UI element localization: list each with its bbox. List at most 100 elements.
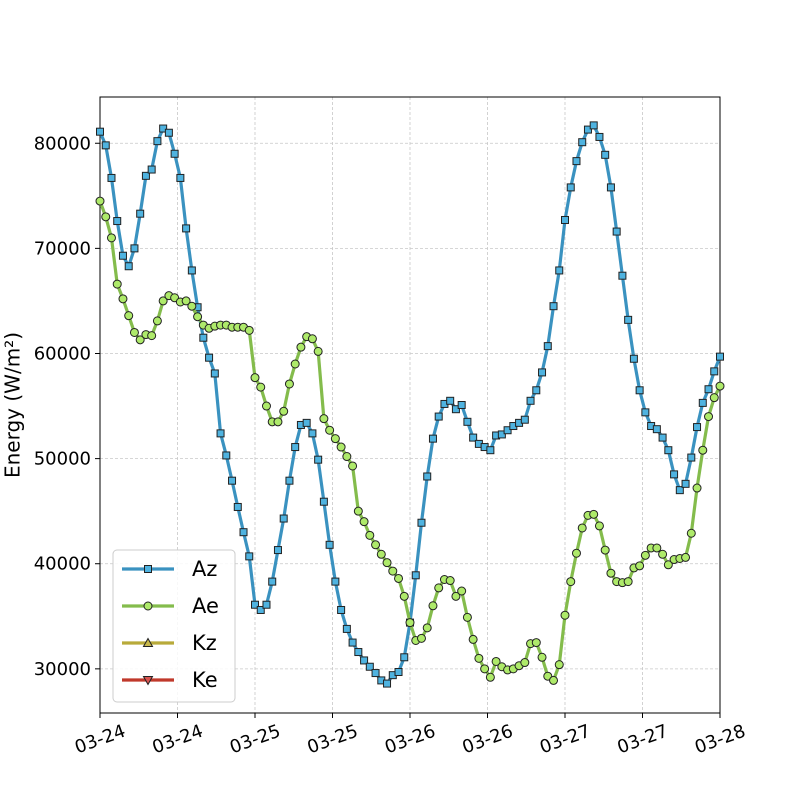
marker	[296, 342, 306, 352]
marker	[176, 173, 185, 182]
marker	[244, 325, 254, 335]
marker	[612, 227, 621, 236]
marker	[485, 672, 495, 682]
marker	[101, 141, 110, 150]
marker	[664, 446, 673, 455]
marker	[141, 171, 150, 180]
marker	[101, 212, 111, 222]
legend-label: Ae	[192, 594, 219, 618]
marker	[692, 483, 702, 493]
marker	[566, 183, 575, 192]
marker	[331, 577, 340, 586]
marker	[417, 518, 426, 527]
marker	[428, 601, 438, 611]
marker	[520, 415, 529, 424]
marker	[469, 433, 478, 442]
marker	[279, 406, 289, 416]
marker	[572, 157, 581, 166]
marker	[124, 311, 134, 321]
marker	[497, 430, 506, 439]
marker	[532, 386, 541, 395]
marker	[205, 353, 214, 362]
marker	[314, 455, 323, 464]
marker	[594, 521, 604, 531]
marker	[566, 577, 576, 587]
marker	[600, 545, 610, 555]
marker	[107, 173, 116, 182]
marker	[256, 605, 265, 614]
marker	[675, 486, 684, 495]
marker	[142, 676, 154, 686]
marker	[330, 434, 340, 444]
marker	[290, 359, 300, 369]
marker	[526, 396, 535, 405]
marker	[143, 601, 153, 611]
marker	[709, 393, 719, 403]
marker	[520, 658, 530, 668]
marker	[681, 479, 690, 488]
marker	[251, 600, 259, 609]
marker	[606, 183, 615, 192]
marker	[353, 506, 363, 516]
marker	[142, 637, 154, 647]
x-tick-label: 03-24	[150, 721, 206, 759]
marker	[555, 266, 564, 275]
marker	[549, 302, 558, 311]
marker	[371, 540, 381, 550]
marker	[491, 656, 501, 666]
marker	[222, 451, 231, 460]
y-tick-label: 50000	[34, 449, 91, 470]
marker	[106, 233, 116, 243]
marker	[457, 401, 466, 409]
marker	[422, 623, 432, 633]
marker	[261, 401, 271, 411]
marker	[262, 600, 271, 609]
marker	[411, 571, 420, 580]
marker	[698, 445, 708, 455]
marker	[583, 125, 592, 134]
marker	[130, 244, 139, 253]
marker	[216, 429, 225, 438]
marker	[423, 472, 432, 481]
legend: Az Ae Kz Ke	[112, 549, 236, 703]
marker	[342, 624, 351, 633]
marker	[170, 149, 179, 158]
marker	[95, 196, 105, 206]
marker	[245, 552, 254, 561]
marker	[716, 352, 724, 361]
marker	[147, 165, 156, 174]
marker	[704, 412, 714, 422]
marker	[658, 549, 668, 559]
marker	[434, 583, 444, 593]
marker	[388, 566, 398, 576]
marker	[273, 546, 282, 555]
marker	[428, 434, 437, 443]
marker	[348, 638, 357, 647]
marker	[686, 528, 696, 538]
y-tick-label: 80000	[34, 133, 91, 154]
marker	[136, 209, 145, 218]
y-axis-label: Energy (W/m²)	[1, 332, 25, 478]
marker	[147, 331, 157, 341]
y-tick-label: 40000	[34, 554, 91, 575]
marker	[451, 591, 461, 601]
marker	[394, 573, 404, 583]
marker	[629, 354, 638, 363]
x-tick-label: 03-24	[72, 721, 128, 759]
marker	[446, 396, 455, 405]
marker	[652, 543, 662, 553]
x-tick-label: 03-26	[382, 721, 438, 759]
marker	[135, 335, 145, 345]
marker	[635, 561, 645, 571]
marker	[158, 296, 168, 306]
marker	[549, 675, 559, 685]
marker	[503, 426, 512, 435]
marker	[531, 638, 541, 648]
marker	[365, 662, 374, 671]
legend-label: Az	[192, 557, 217, 581]
marker	[698, 398, 707, 407]
plot-frame	[99, 96, 721, 714]
marker	[96, 127, 104, 136]
legend-label: Kz	[192, 631, 217, 655]
marker	[445, 576, 455, 586]
